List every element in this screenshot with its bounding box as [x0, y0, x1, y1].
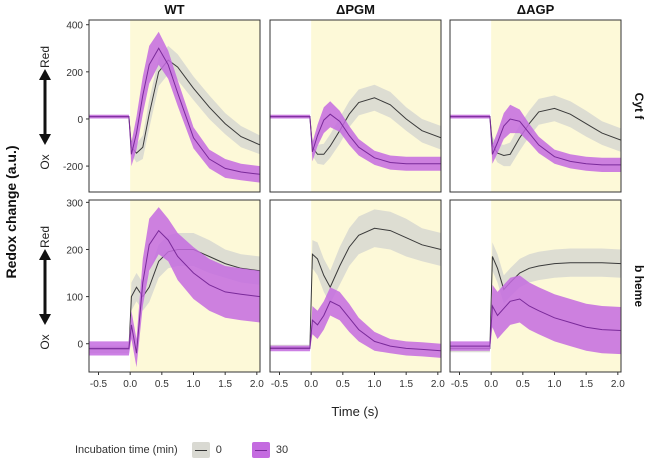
- x-tick-label: -0.5: [451, 379, 469, 390]
- column-title: WT: [164, 2, 184, 17]
- row-title: Cyt f: [632, 93, 646, 121]
- arrow-label-ox: Ox: [38, 154, 52, 169]
- panel-series: [89, 31, 260, 183]
- panel-series: [450, 242, 621, 355]
- x-axis-title: Time (s): [331, 404, 378, 419]
- x-tick-label: 2.0: [250, 379, 264, 390]
- x-tick-label: 1.5: [399, 379, 413, 390]
- panel: -0.5 0.0 0.5 1.0 1.5 2.0: [269, 199, 445, 390]
- panel: 300 200 100 0 -0.5 0.0 0.5 1.0 1.5 2.0: [66, 198, 264, 390]
- series-line-30: [89, 47, 260, 175]
- panel-series: [89, 207, 260, 368]
- series-line-30: [89, 229, 260, 354]
- y-tick-label: 100: [66, 293, 83, 304]
- series-band-30: [450, 104, 621, 172]
- panel: [449, 19, 622, 193]
- panel: -0.5 0.0 0.5 1.0 1.5 2.0: [449, 199, 625, 390]
- series-band-30: [270, 101, 441, 171]
- legend-key-0-swatch: [191, 442, 210, 458]
- y-tick-label: 200: [66, 245, 83, 256]
- series-line-0: [270, 227, 441, 348]
- panel-frame: [269, 199, 442, 373]
- column-title: ΔPGM: [336, 2, 375, 17]
- series-line-30: [270, 113, 441, 165]
- chart-canvas: Redox change (a.u.) Time (s) WT ΔPGM ΔAGP C…: [3, 2, 646, 419]
- x-tick-label: 0.5: [516, 379, 530, 390]
- series-band-0: [89, 45, 260, 163]
- x-tick-label: 0.5: [155, 379, 169, 390]
- panel-series: [270, 84, 441, 171]
- panel-frame: [269, 19, 442, 193]
- series-band-30: [89, 31, 260, 183]
- x-tick-label: 1.5: [218, 379, 232, 390]
- panel-grid: WT ΔPGM ΔAGP Cyt f Red Ox 400 200 0 -200 b heme Red…: [38, 2, 646, 390]
- panel-series: [270, 209, 441, 358]
- x-tick-label: 0.5: [336, 379, 350, 390]
- x-tick-label: 1.0: [187, 379, 201, 390]
- series-band-30: [270, 287, 441, 358]
- x-tick-label: -0.5: [271, 379, 289, 390]
- arrow-label-ox: Ox: [38, 334, 52, 349]
- x-tick-label: 2.0: [611, 379, 625, 390]
- arrow-label-red: Red: [38, 226, 52, 248]
- redox-arrow-down-head: [39, 134, 51, 145]
- series-line-30: [450, 116, 621, 166]
- panel-frame: [449, 19, 622, 193]
- series-line-0: [450, 256, 621, 349]
- y-tick-label: 0: [77, 340, 83, 351]
- panel-frame: [449, 199, 622, 373]
- x-tick-label: 0.0: [484, 379, 498, 390]
- x-tick-label: 0.0: [123, 379, 137, 390]
- redox-arrow-up-head: [39, 249, 51, 260]
- x-tick-label: 2.0: [431, 379, 445, 390]
- series-line-30: [450, 298, 621, 347]
- x-tick-label: 1.0: [368, 379, 382, 390]
- x-tick-label: 0.0: [304, 379, 318, 390]
- y-tick-label: -200: [63, 162, 83, 173]
- panel: 400 200 0 -200: [63, 19, 261, 193]
- legend: Incubation time (min) 0 30: [75, 440, 318, 460]
- x-tick-label: 1.5: [579, 379, 593, 390]
- series-band-30: [450, 275, 621, 355]
- redox-arrow-up-head: [39, 69, 51, 80]
- y-tick-label: 200: [66, 68, 83, 79]
- panel: [269, 19, 442, 193]
- row-title: b heme: [632, 265, 646, 307]
- arrow-label-red: Red: [38, 46, 52, 68]
- x-tick-label: -0.5: [90, 379, 108, 390]
- legend-title: Incubation time (min): [75, 444, 178, 456]
- panel-series: [450, 95, 621, 172]
- series-line-30: [270, 300, 441, 352]
- y-tick-label: 300: [66, 198, 83, 209]
- y-tick-label: 0: [77, 115, 83, 126]
- y-tick-label: 400: [66, 21, 83, 32]
- series-band-0: [270, 209, 441, 351]
- y-axis-title: Redox change (a.u.): [3, 145, 19, 278]
- legend-key-30-swatch: [251, 442, 270, 458]
- column-title: ΔAGP: [517, 2, 555, 17]
- legend-label-0: 0: [215, 444, 222, 456]
- series-band-0: [450, 242, 621, 353]
- x-tick-label: 1.0: [548, 379, 562, 390]
- panel-frame: [88, 19, 261, 193]
- panel-frame: [88, 199, 261, 373]
- legend-label-30: 30: [275, 444, 289, 456]
- redox-arrow-down-head: [39, 314, 51, 325]
